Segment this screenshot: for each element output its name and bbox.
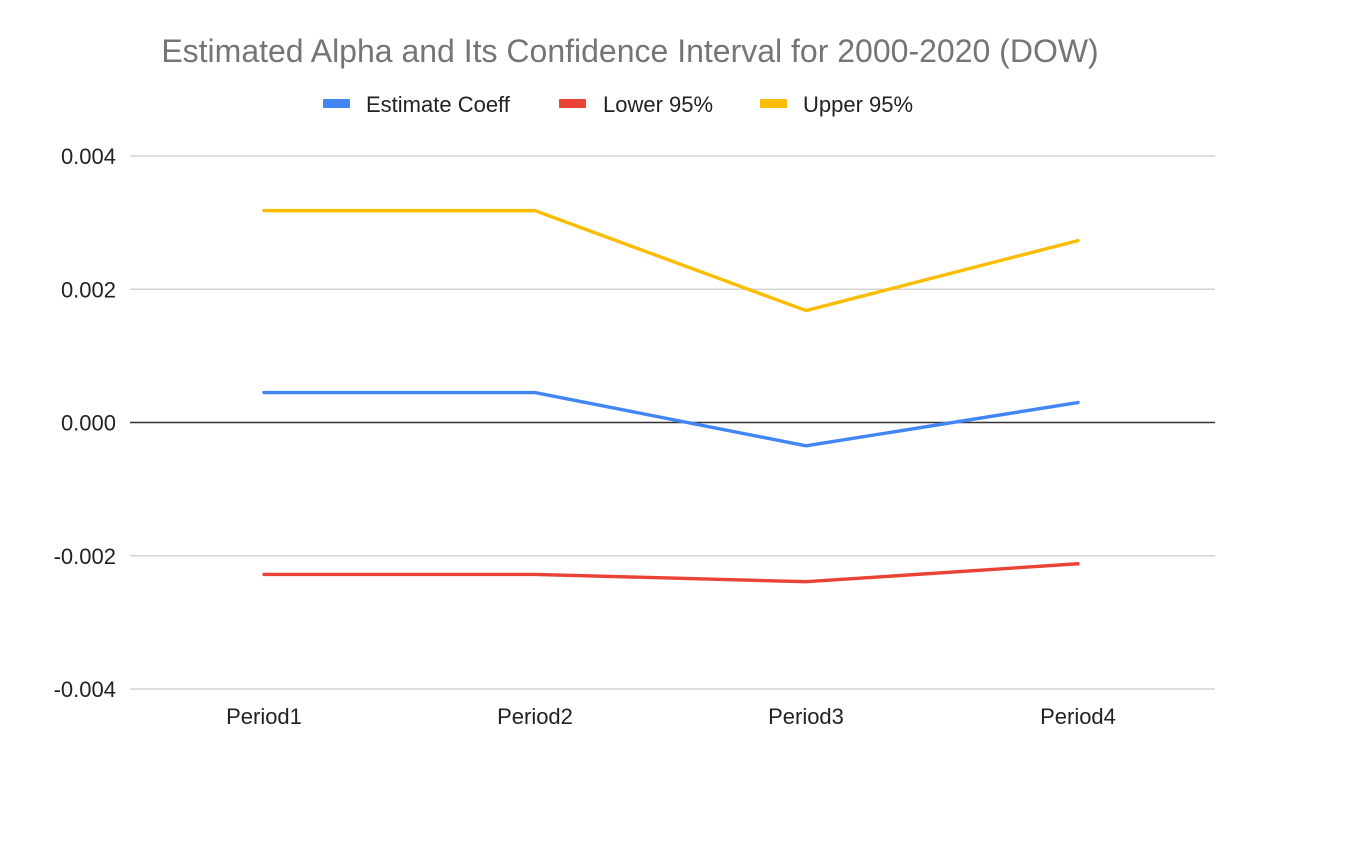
legend-item-lower-95[interactable]: Lower 95% xyxy=(559,92,713,117)
legend-swatch-estimate-coeff xyxy=(323,99,350,108)
series-line-estimate-coeff[interactable] xyxy=(262,390,1080,448)
x-tick-label: Period2 xyxy=(497,704,573,729)
legend-swatch-upper-95 xyxy=(760,99,787,108)
y-tick-label: 0.002 xyxy=(61,277,116,302)
legend-label-upper-95: Upper 95% xyxy=(803,92,913,117)
legend-label-lower-95: Lower 95% xyxy=(603,92,713,117)
legend-label-estimate-coeff: Estimate Coeff xyxy=(366,92,511,117)
y-tick-label: -0.004 xyxy=(54,677,116,702)
x-tick-label: Period4 xyxy=(1040,704,1116,729)
x-tick-label: Period3 xyxy=(768,704,844,729)
gridlines xyxy=(130,155,1215,690)
y-tick-label: 0.000 xyxy=(61,411,116,436)
x-axis-ticks: Period1 Period2 Period3 Period4 xyxy=(226,704,1116,729)
legend: Estimate Coeff Lower 95% Upper 95% xyxy=(323,92,913,117)
legend-item-estimate-coeff[interactable]: Estimate Coeff xyxy=(323,92,511,117)
legend-swatch-lower-95 xyxy=(559,99,586,108)
legend-item-upper-95[interactable]: Upper 95% xyxy=(760,92,913,117)
y-tick-label: 0.004 xyxy=(61,144,116,169)
series-line-upper-95[interactable] xyxy=(262,208,1080,313)
y-axis-ticks: 0.004 0.002 0.000 -0.002 -0.004 xyxy=(54,144,116,702)
y-tick-label: -0.002 xyxy=(54,544,116,569)
series-line-lower-95[interactable] xyxy=(262,562,1080,584)
chart-title: Estimated Alpha and Its Confidence Inter… xyxy=(161,33,1098,69)
series-lines xyxy=(262,208,1080,584)
x-tick-label: Period1 xyxy=(226,704,302,729)
